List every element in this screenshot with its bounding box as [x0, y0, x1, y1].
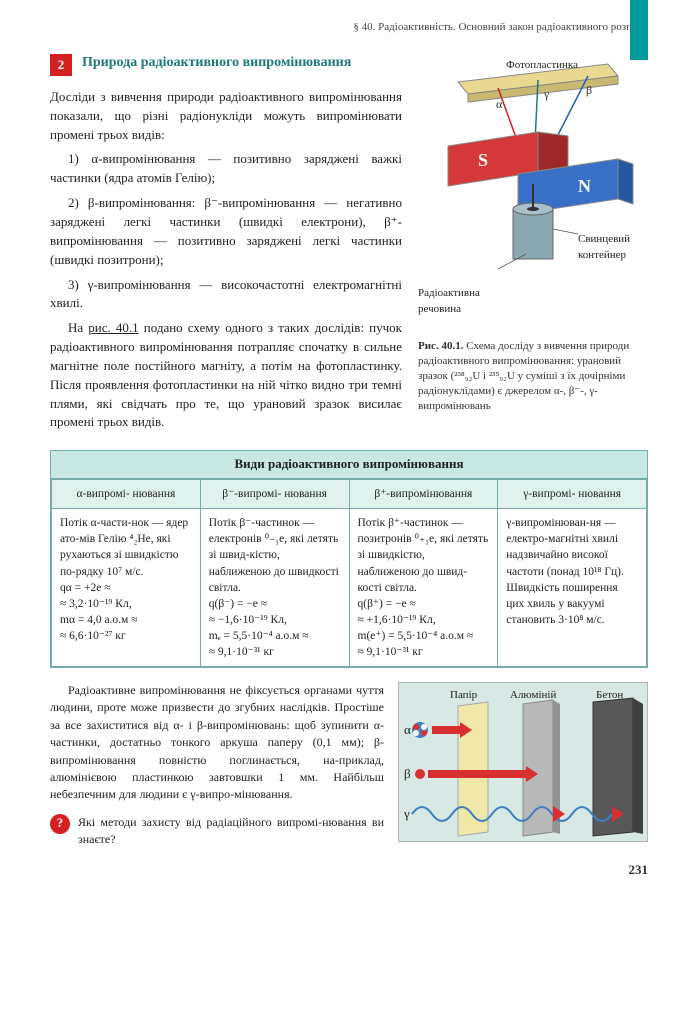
gamma-label: γ — [543, 87, 550, 101]
beta-ray-label: β — [404, 766, 411, 781]
section-number-badge: 2 — [50, 54, 72, 76]
paragraph: Радіоактивне випромінювання не фіксуєтьс… — [50, 682, 384, 804]
gamma-ray-label: γ — [403, 806, 410, 821]
magnet-n-label: N — [578, 176, 591, 196]
table-header: β⁻-випромі- нювання — [200, 480, 349, 509]
table-header: β⁺-випромінювання — [349, 480, 498, 509]
substance-label: Радіоактивна речовина — [418, 286, 508, 318]
figure-shielding: Папір Алюміній Бетон α β — [398, 682, 648, 848]
table-cell: γ-випромінюван-ня — електро-магнітні хви… — [498, 509, 647, 667]
paragraph: На рис. 40.1 подано схему одного з таких… — [50, 319, 402, 432]
table-header: γ-випромі- нювання — [498, 480, 647, 509]
figure-40-1: α γ β S N — [418, 54, 648, 438]
plate-label: Фотопластинка — [506, 58, 586, 74]
figure-caption: Рис. 40.1. Схема досліду з вивчення прир… — [418, 339, 648, 413]
question-icon: ? — [50, 814, 70, 834]
page-number: 231 — [50, 861, 648, 880]
radiation-types-table: Види радіоактивного випромінювання α-вип… — [50, 450, 648, 668]
container-label: Свинцевий контейнер — [578, 232, 648, 264]
section-title: Природа радіоактивного випромінювання — [82, 54, 351, 72]
table-cell: Потік β⁺-частинок — позитронів ⁰₊₁e, які… — [349, 509, 498, 667]
paragraph: Досліди з вивчення природи радіоактивног… — [50, 88, 402, 145]
paragraph: 1) α-випромінювання — позитивно заряджен… — [50, 150, 402, 188]
beta-label: β — [586, 83, 592, 97]
paragraph: 2) β-випромінювання: β⁻-випромінювання —… — [50, 194, 402, 269]
question-text: Які методи захисту від радіаційного випр… — [78, 814, 384, 849]
table-title: Види радіоактивного випромінювання — [51, 451, 647, 479]
alpha-label: α — [496, 97, 503, 111]
magnet-s-label: S — [478, 150, 488, 170]
paper-label: Папір — [450, 689, 478, 701]
page-tab — [630, 0, 648, 60]
alpha-ray-label: α — [404, 722, 411, 737]
table-cell: Потік β⁻-частинок — електронів ⁰₋₁e, які… — [200, 509, 349, 667]
aluminium-label: Алюміній — [510, 689, 556, 701]
table-cell: Потік α-части-нок — ядер ато-мів Гелію ⁴… — [52, 509, 201, 667]
table-header: α-випромі- нювання — [52, 480, 201, 509]
figure-ref-link: рис. 40.1 — [88, 320, 138, 335]
section-header: § 40. Радіоактивність. Основний закон ра… — [50, 20, 648, 36]
paragraph: 3) γ-випромінювання — високочастотні еле… — [50, 276, 402, 314]
